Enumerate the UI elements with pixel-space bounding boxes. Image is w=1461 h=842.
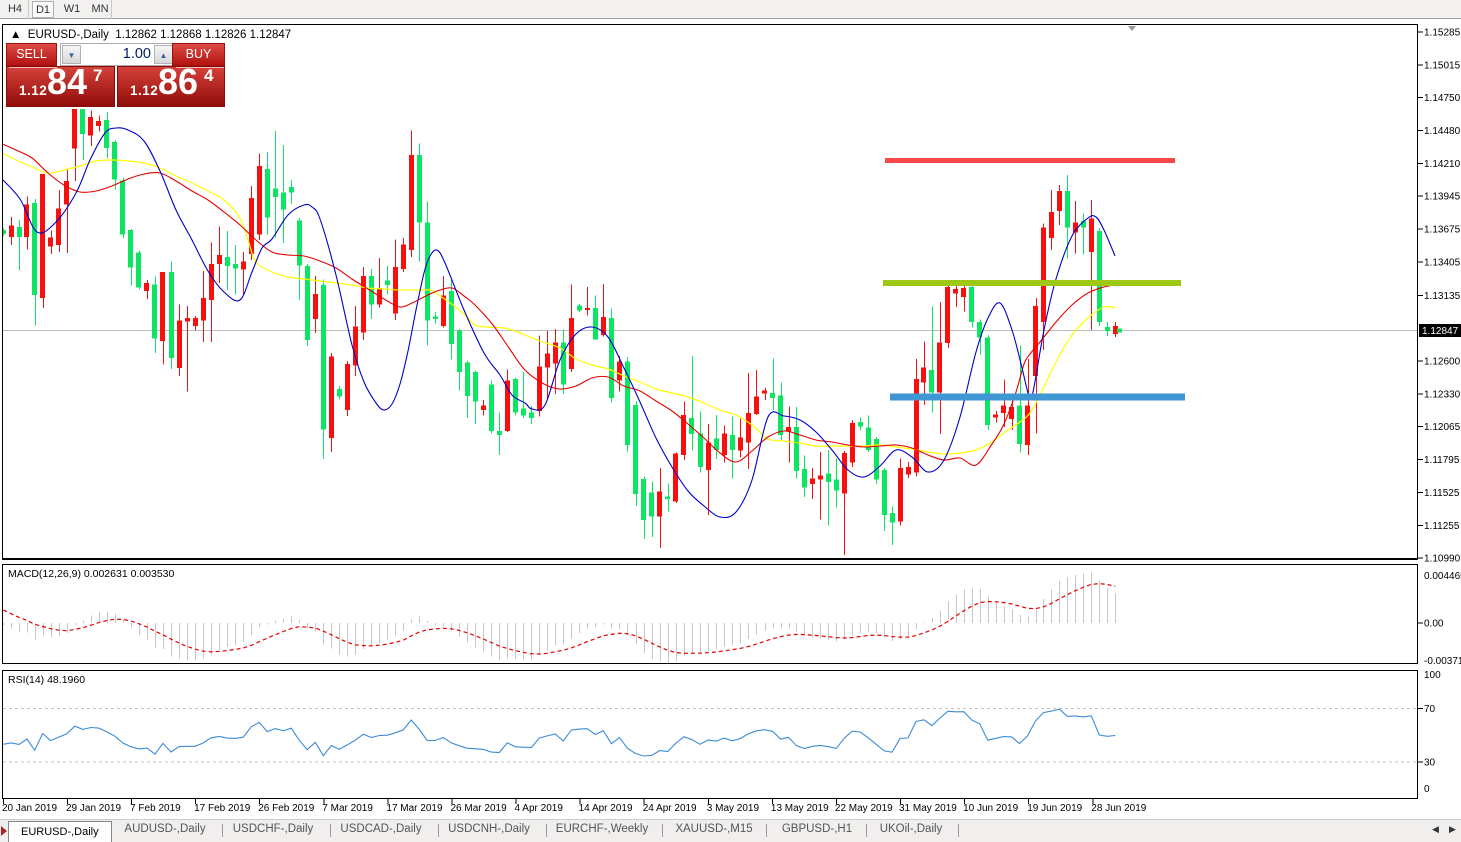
svg-text:1.12600: 1.12600 — [1424, 356, 1461, 367]
svg-text:1.14750: 1.14750 — [1424, 93, 1461, 104]
svg-text:1.14210: 1.14210 — [1424, 159, 1461, 170]
svg-text:19 Jun 2019: 19 Jun 2019 — [1027, 803, 1082, 814]
svg-text:29 Jan 2019: 29 Jan 2019 — [66, 803, 121, 814]
svg-text:24 Apr 2019: 24 Apr 2019 — [643, 803, 697, 814]
svg-text:100: 100 — [1424, 670, 1441, 681]
svg-text:1.12330: 1.12330 — [1424, 389, 1461, 400]
svg-text:26 Mar 2019: 26 Mar 2019 — [451, 803, 508, 814]
svg-text:0.004465: 0.004465 — [1424, 571, 1461, 582]
svg-text:0: 0 — [1424, 784, 1430, 795]
svg-text:13 May 2019: 13 May 2019 — [771, 803, 829, 814]
svg-text:1.13405: 1.13405 — [1424, 258, 1461, 269]
svg-text:7 Mar 2019: 7 Mar 2019 — [322, 803, 373, 814]
svg-text:20 Jan 2019: 20 Jan 2019 — [2, 803, 57, 814]
svg-text:30: 30 — [1424, 758, 1436, 769]
svg-text:10 Jun 2019: 10 Jun 2019 — [963, 803, 1018, 814]
svg-text:1.12065: 1.12065 — [1424, 422, 1461, 433]
svg-text:1.14480: 1.14480 — [1424, 126, 1461, 137]
svg-text:26 Feb 2019: 26 Feb 2019 — [258, 803, 315, 814]
svg-text:1.13945: 1.13945 — [1424, 192, 1461, 203]
svg-text:0.00: 0.00 — [1424, 619, 1444, 630]
svg-text:22 May 2019: 22 May 2019 — [835, 803, 893, 814]
svg-text:17 Feb 2019: 17 Feb 2019 — [194, 803, 251, 814]
svg-text:1.13675: 1.13675 — [1424, 225, 1461, 236]
svg-text:14 Apr 2019: 14 Apr 2019 — [579, 803, 633, 814]
svg-text:28 Jun 2019: 28 Jun 2019 — [1091, 803, 1146, 814]
svg-text:17 Mar 2019: 17 Mar 2019 — [386, 803, 443, 814]
svg-text:1.11795: 1.11795 — [1424, 455, 1460, 466]
svg-text:4 Apr 2019: 4 Apr 2019 — [515, 803, 564, 814]
svg-text:1.15015: 1.15015 — [1424, 61, 1461, 72]
svg-text:1.12847: 1.12847 — [1422, 326, 1459, 337]
svg-text:31 May 2019: 31 May 2019 — [899, 803, 957, 814]
svg-text:70: 70 — [1424, 704, 1436, 715]
svg-text:1.15285: 1.15285 — [1424, 28, 1461, 39]
svg-text:3 May 2019: 3 May 2019 — [707, 803, 760, 814]
svg-text:1.11255: 1.11255 — [1424, 521, 1460, 532]
svg-text:1.10990: 1.10990 — [1424, 554, 1461, 565]
svg-text:1.11525: 1.11525 — [1424, 488, 1460, 499]
svg-text:1.13135: 1.13135 — [1424, 291, 1461, 302]
svg-text:-0.003715: -0.003715 — [1424, 656, 1461, 667]
svg-text:7 Feb 2019: 7 Feb 2019 — [130, 803, 181, 814]
